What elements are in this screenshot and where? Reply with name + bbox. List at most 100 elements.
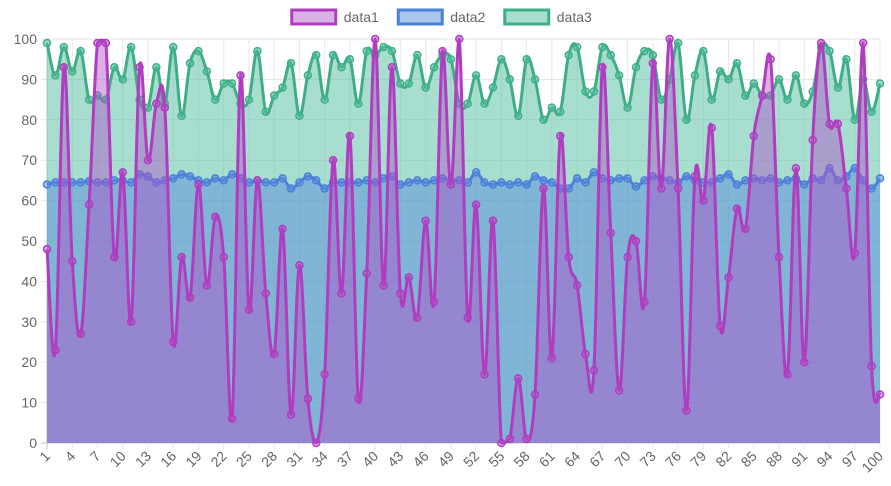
data-point-data3[interactable] — [126, 42, 136, 52]
data-point-data3[interactable] — [337, 63, 346, 72]
legend[interactable]: data1 data2 data3 — [290, 8, 592, 26]
data-point-data2[interactable] — [741, 176, 750, 185]
data-point-data1[interactable] — [497, 438, 506, 448]
data-point-data2[interactable] — [421, 178, 430, 187]
data-point-data1[interactable] — [379, 281, 388, 290]
data-point-data2[interactable] — [126, 178, 136, 187]
data-point-data1[interactable] — [370, 34, 380, 44]
data-point-data2[interactable] — [522, 180, 531, 189]
data-point-data2[interactable] — [816, 176, 826, 185]
data-point-data1[interactable] — [623, 252, 632, 262]
data-point-data2[interactable] — [42, 180, 52, 189]
data-point-data1[interactable] — [59, 63, 69, 72]
data-point-data3[interactable] — [185, 58, 195, 68]
data-point-data1[interactable] — [354, 394, 363, 403]
data-point-data3[interactable] — [396, 79, 405, 88]
data-point-data1[interactable] — [286, 410, 296, 419]
data-point-data1[interactable] — [396, 289, 405, 298]
data-point-data2[interactable] — [488, 180, 498, 189]
data-point-data1[interactable] — [429, 297, 439, 306]
data-point-data2[interactable] — [219, 176, 228, 185]
data-point-data2[interactable] — [278, 174, 287, 183]
data-point-data1[interactable] — [278, 224, 287, 234]
data-point-data3[interactable] — [875, 79, 885, 88]
data-point-data3[interactable] — [833, 83, 843, 92]
data-point-data1[interactable] — [211, 212, 220, 222]
data-point-data1[interactable] — [345, 131, 355, 141]
data-point-data1[interactable] — [825, 119, 834, 129]
data-point-data3[interactable] — [783, 95, 792, 104]
data-point-data2[interactable] — [211, 174, 220, 183]
data-point-data2[interactable] — [101, 178, 111, 187]
data-point-data3[interactable] — [648, 50, 658, 60]
data-point-data1[interactable] — [539, 184, 548, 193]
data-point-data3[interactable] — [421, 83, 430, 92]
data-point-data2[interactable] — [168, 174, 178, 183]
data-point-data3[interactable] — [110, 63, 119, 72]
data-point-data3[interactable] — [623, 103, 632, 112]
data-point-data2[interactable] — [354, 178, 363, 187]
data-point-data3[interactable] — [387, 46, 397, 56]
data-point-data3[interactable] — [211, 95, 220, 104]
data-point-data1[interactable] — [337, 289, 346, 298]
data-point-data1[interactable] — [614, 386, 624, 395]
data-point-data2[interactable] — [715, 174, 725, 183]
data-point-data3[interactable] — [404, 79, 414, 88]
data-point-data1[interactable] — [699, 196, 708, 205]
data-point-data3[interactable] — [168, 42, 178, 52]
data-point-data1[interactable] — [505, 434, 515, 444]
data-point-data3[interactable] — [800, 99, 809, 108]
data-point-data1[interactable] — [581, 349, 590, 359]
data-point-data2[interactable] — [93, 178, 102, 187]
data-point-data3[interactable] — [152, 63, 161, 72]
data-point-data1[interactable] — [295, 260, 304, 270]
data-point-data3[interactable] — [429, 63, 439, 72]
data-point-data3[interactable] — [631, 63, 641, 72]
data-point-data1[interactable] — [152, 99, 161, 108]
data-point-data3[interactable] — [480, 99, 489, 108]
data-point-data1[interactable] — [783, 370, 792, 379]
data-point-data1[interactable] — [808, 135, 817, 145]
data-point-data2[interactable] — [76, 178, 85, 187]
data-point-data1[interactable] — [833, 119, 843, 129]
data-point-data1[interactable] — [572, 281, 582, 290]
data-point-data3[interactable] — [253, 46, 262, 56]
data-point-data1[interactable] — [471, 200, 481, 209]
data-point-data3[interactable] — [867, 107, 876, 116]
data-point-data1[interactable] — [690, 172, 700, 181]
data-point-data2[interactable] — [800, 180, 809, 189]
data-point-data1[interactable] — [269, 349, 279, 359]
data-point-data3[interactable] — [269, 91, 279, 100]
data-point-data3[interactable] — [67, 67, 77, 76]
data-point-data1[interactable] — [328, 155, 338, 165]
data-point-data1[interactable] — [118, 168, 127, 177]
legend-item-data2[interactable]: data2 — [396, 8, 485, 26]
data-point-data1[interactable] — [421, 216, 430, 226]
data-point-data1[interactable] — [455, 34, 464, 44]
data-point-data2[interactable] — [665, 176, 674, 185]
data-point-data1[interactable] — [303, 394, 313, 403]
data-point-data3[interactable] — [345, 54, 355, 64]
data-point-data3[interactable] — [699, 46, 708, 56]
data-point-data1[interactable] — [867, 361, 876, 371]
data-point-data3[interactable] — [513, 111, 523, 121]
data-point-data1[interactable] — [244, 305, 254, 314]
data-point-data3[interactable] — [581, 87, 590, 96]
data-point-data2[interactable] — [185, 172, 195, 181]
data-point-data2[interactable] — [312, 176, 321, 185]
data-point-data2[interactable] — [766, 174, 775, 183]
data-point-data1[interactable] — [530, 390, 540, 399]
data-point-data3[interactable] — [539, 115, 548, 125]
data-point-data1[interactable] — [101, 38, 111, 48]
data-point-data3[interactable] — [825, 46, 834, 56]
data-point-data3[interactable] — [589, 87, 599, 96]
data-point-data1[interactable] — [640, 297, 649, 306]
data-point-data1[interactable] — [446, 180, 456, 189]
data-point-data3[interactable] — [412, 50, 422, 60]
data-point-data2[interactable] — [623, 174, 632, 183]
data-point-data1[interactable] — [564, 252, 573, 262]
data-point-data2[interactable] — [286, 184, 296, 193]
data-point-data3[interactable] — [379, 42, 388, 52]
data-point-data1[interactable] — [850, 248, 860, 258]
data-point-data1[interactable] — [858, 38, 868, 48]
